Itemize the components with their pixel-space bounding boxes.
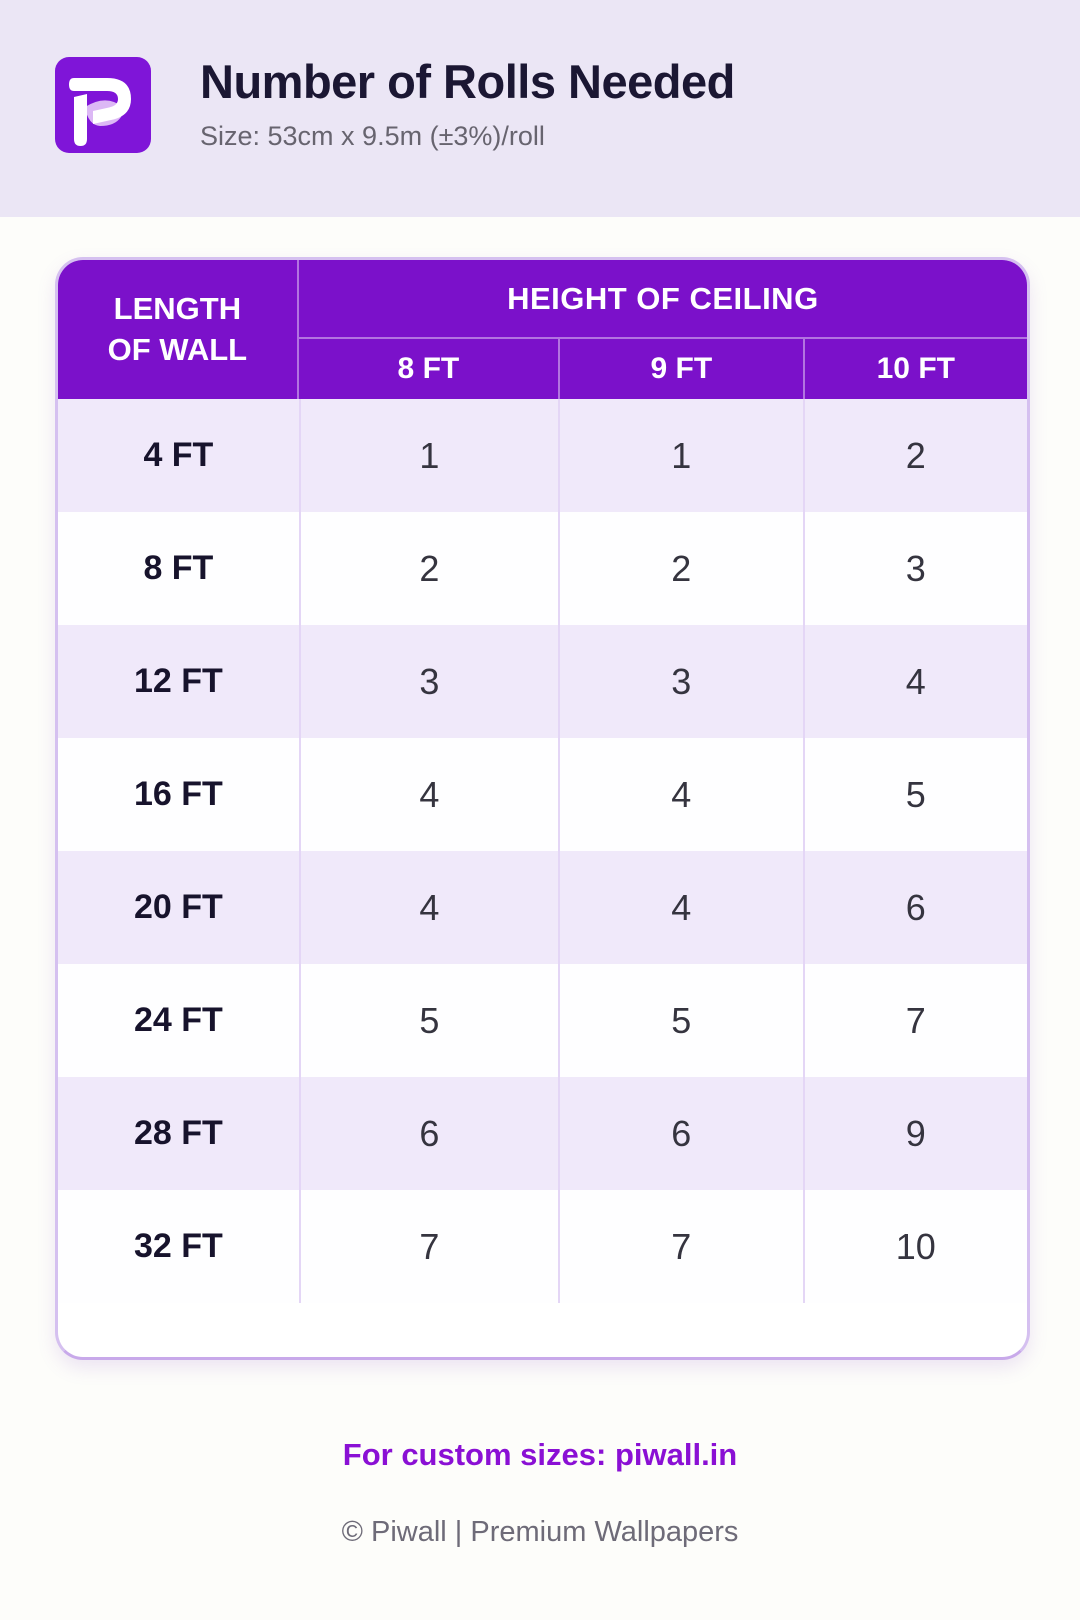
custom-sizes-link[interactable]: For custom sizes: piwall.in <box>342 1437 738 1472</box>
row-label: 8 FT <box>143 549 214 587</box>
cell-9ft: 7 <box>557 1190 803 1303</box>
table-row: 32 FT 7 7 10 <box>58 1190 1027 1303</box>
cell-9ft: 5 <box>557 964 803 1077</box>
row-label: 16 FT <box>133 775 223 813</box>
table-row: 4 FT 1 1 2 <box>58 399 1027 512</box>
row-label: 20 FT <box>133 888 223 926</box>
cell-10ft: 3 <box>802 512 1027 625</box>
cell-8ft: 4 <box>298 851 558 964</box>
header-band: Number of Rolls Needed Size: 53cm x 9.5m… <box>0 0 1080 217</box>
column-group-header: HEIGHT OF CEILING <box>298 260 1027 339</box>
row-label: 32 FT <box>133 1227 223 1265</box>
cell-10ft: 10 <box>802 1190 1027 1303</box>
table-row: 20 FT 4 4 6 <box>58 851 1027 964</box>
cell-8ft: 3 <box>298 625 558 738</box>
cell-8ft: 2 <box>298 512 558 625</box>
table-row: 28 FT 6 6 9 <box>58 1077 1027 1190</box>
cell-9ft: 4 <box>557 738 803 851</box>
row-group-header-label: LENGTH OF WALL <box>107 290 248 367</box>
table-row: 12 FT 3 3 4 <box>58 625 1027 738</box>
cell-10ft: 9 <box>802 1077 1027 1190</box>
cell-10ft: 5 <box>802 738 1027 851</box>
row-group-header: LENGTH OF WALL <box>58 260 299 399</box>
cell-9ft: 1 <box>557 399 803 512</box>
table-row: 8 FT 2 2 3 <box>58 512 1027 625</box>
column-header-9ft: 9 FT <box>557 339 803 399</box>
cell-8ft: 4 <box>298 738 558 851</box>
cell-9ft: 2 <box>557 512 803 625</box>
column-header-8ft: 8 FT <box>397 352 460 385</box>
cell-9ft: 6 <box>557 1077 803 1190</box>
table-header: LENGTH OF WALL HEIGHT OF CEILING 8 FT 9 … <box>58 260 1027 399</box>
row-label: 28 FT <box>133 1114 223 1152</box>
piwall-logo <box>55 57 151 153</box>
copyright-text: © Piwall | Premium Wallpapers <box>341 1516 739 1548</box>
table-row: 16 FT 4 4 5 <box>58 738 1027 851</box>
cell-10ft: 2 <box>802 399 1027 512</box>
cell-10ft: 4 <box>802 625 1027 738</box>
table-row: 24 FT 5 5 7 <box>58 964 1027 1077</box>
cell-8ft: 1 <box>298 399 558 512</box>
cell-8ft: 7 <box>298 1190 558 1303</box>
header-titles: Number of Rolls Needed Size: 53cm x 9.5m… <box>200 56 735 152</box>
piwall-logo-icon <box>55 57 151 153</box>
row-label: 24 FT <box>133 1001 223 1039</box>
row-label: 4 FT <box>143 436 214 474</box>
cell-10ft: 7 <box>802 964 1027 1077</box>
row-label: 12 FT <box>133 662 223 700</box>
cell-8ft: 6 <box>298 1077 558 1190</box>
cell-10ft: 6 <box>802 851 1027 964</box>
column-header-10ft: 10 FT <box>802 339 1027 399</box>
cell-8ft: 5 <box>298 964 558 1077</box>
cell-9ft: 4 <box>557 851 803 964</box>
cell-9ft: 3 <box>557 625 803 738</box>
table-body: 4 FT 1 1 2 8 FT 2 2 3 12 FT 3 3 4 16 FT … <box>58 399 1027 1303</box>
page-subtitle: Size: 53cm x 9.5m (±3%)/roll <box>200 120 545 151</box>
rolls-table-card: LENGTH OF WALL HEIGHT OF CEILING 8 FT 9 … <box>55 257 1030 1360</box>
page-title: Number of Rolls Needed <box>200 55 735 108</box>
